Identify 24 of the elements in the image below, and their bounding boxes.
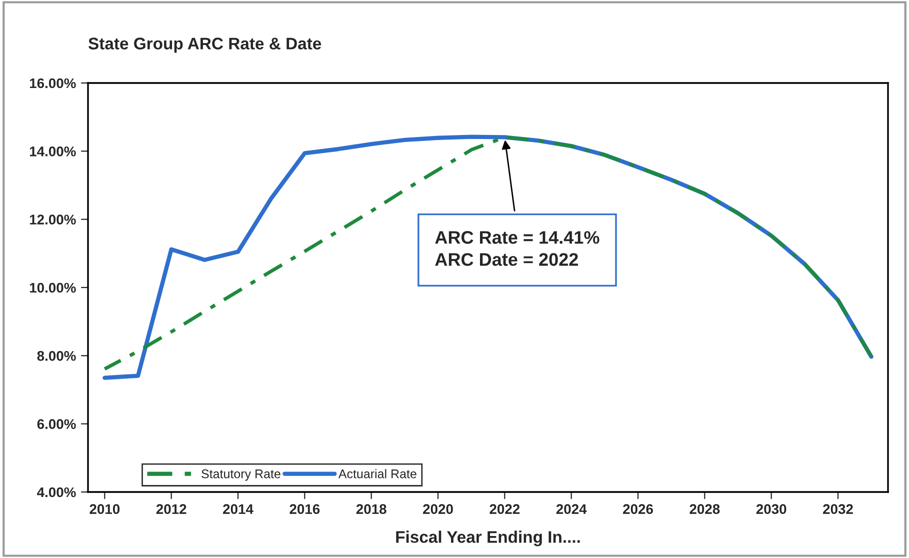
x-tick-label: 2012 bbox=[156, 504, 186, 514]
y-tick-label: 6.00% bbox=[37, 419, 76, 430]
y-tick-label: 10.00% bbox=[30, 282, 76, 293]
y-tick-label: 16.00% bbox=[30, 78, 76, 88]
legend-label: Statutory Rate bbox=[202, 469, 280, 481]
x-tick-label: 2028 bbox=[690, 504, 720, 514]
x-tick-label: 2018 bbox=[356, 504, 386, 514]
chart-title: State Group ARC Rate & Date bbox=[88, 38, 322, 53]
x-tick-label: 2010 bbox=[90, 504, 120, 514]
annotation: ARC Rate = 14.41% ARC Date = 2022 bbox=[435, 231, 600, 266]
x-axis-title: Fiscal Year Ending In.... bbox=[396, 530, 580, 546]
x-tick-label: 2032 bbox=[823, 504, 853, 514]
x-tick-label: 2014 bbox=[223, 504, 254, 514]
x-tick-label: 2022 bbox=[490, 504, 520, 514]
x-tick-label: 2030 bbox=[756, 504, 786, 514]
x-tick-label: 2020 bbox=[423, 504, 453, 514]
x-tick-label: 2016 bbox=[290, 504, 320, 514]
y-tick-label: 8.00% bbox=[37, 351, 76, 361]
y-tick-label: 12.00% bbox=[30, 214, 76, 225]
x-tick-label: 2026 bbox=[623, 504, 653, 514]
y-tick-label: 4.00% bbox=[37, 487, 76, 498]
y-tick-label: 14.00% bbox=[30, 146, 76, 156]
x-tick-label: 2024 bbox=[556, 504, 587, 514]
legend-label: Actuarial Rate bbox=[338, 469, 416, 478]
